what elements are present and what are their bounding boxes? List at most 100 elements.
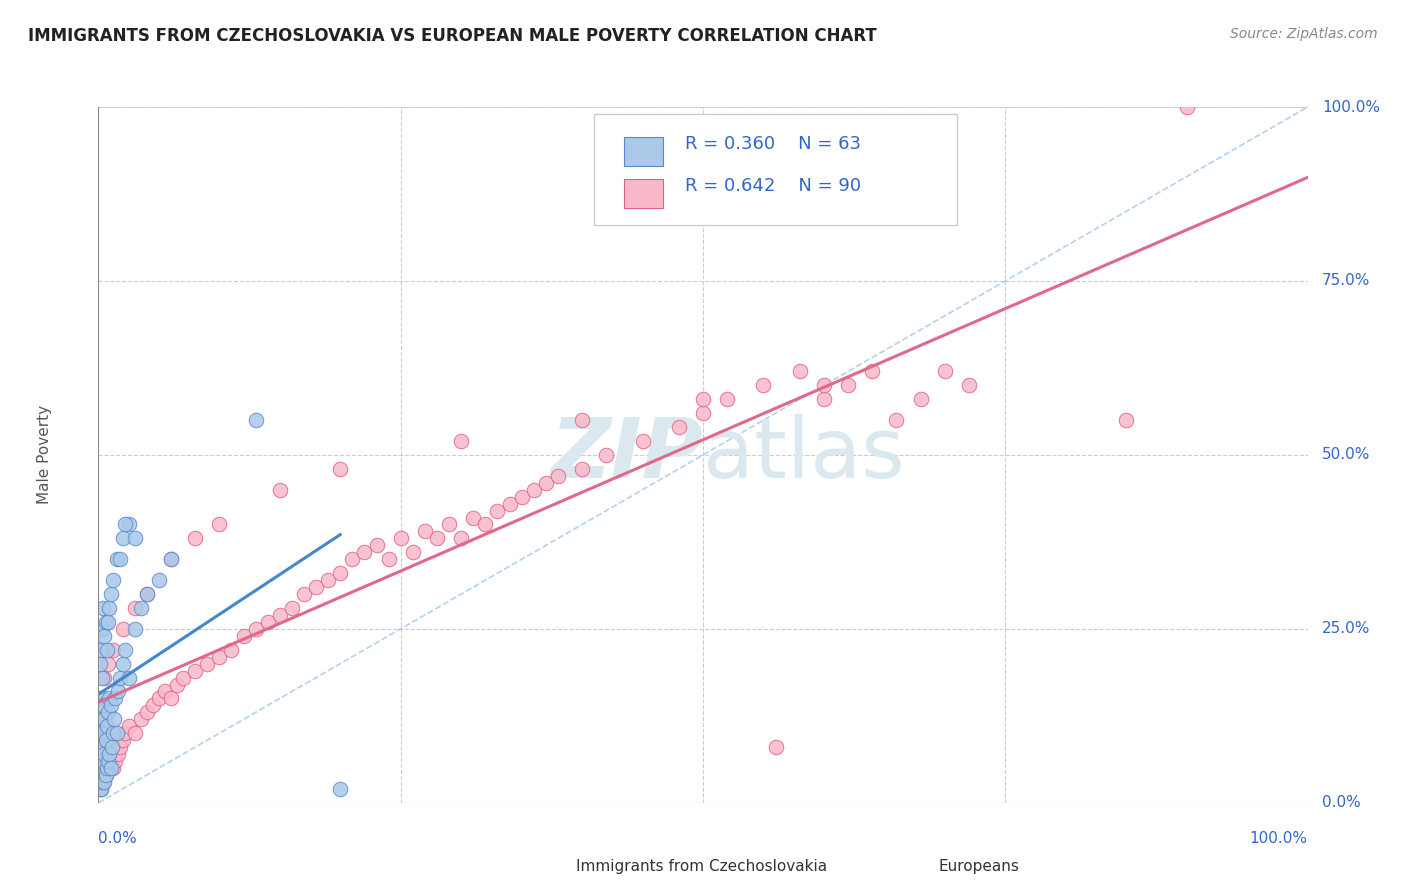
Point bbox=[523, 483, 546, 497]
Point bbox=[93, 712, 115, 726]
Point bbox=[668, 420, 690, 434]
Point bbox=[89, 768, 111, 782]
Point bbox=[118, 517, 141, 532]
Point bbox=[91, 698, 114, 713]
Point bbox=[172, 671, 194, 685]
Point bbox=[90, 712, 112, 726]
Point bbox=[377, 552, 399, 566]
Point bbox=[93, 775, 115, 789]
Point bbox=[94, 733, 117, 747]
Point bbox=[93, 629, 115, 643]
Point bbox=[860, 364, 883, 378]
Point bbox=[100, 698, 122, 713]
Point bbox=[135, 587, 157, 601]
Point bbox=[463, 510, 485, 524]
Point bbox=[316, 573, 339, 587]
Point bbox=[957, 378, 980, 392]
Point bbox=[97, 754, 120, 768]
Text: 100.0%: 100.0% bbox=[1322, 100, 1381, 114]
Point bbox=[90, 781, 112, 796]
Point bbox=[111, 657, 134, 671]
Point bbox=[97, 761, 120, 775]
Point bbox=[166, 677, 188, 691]
Point bbox=[281, 601, 304, 615]
Point bbox=[160, 552, 183, 566]
Text: Male Poverty: Male Poverty bbox=[37, 405, 52, 505]
Point bbox=[534, 475, 557, 490]
Point bbox=[498, 497, 520, 511]
Point bbox=[547, 468, 569, 483]
Point bbox=[208, 649, 231, 664]
Point bbox=[118, 719, 141, 733]
Point bbox=[148, 573, 170, 587]
Point bbox=[124, 601, 146, 615]
Point bbox=[107, 747, 129, 761]
Text: 0.0%: 0.0% bbox=[98, 830, 138, 846]
Point bbox=[89, 754, 111, 768]
Point bbox=[101, 573, 124, 587]
Point bbox=[108, 671, 131, 685]
Point bbox=[94, 615, 117, 629]
Point bbox=[752, 378, 775, 392]
Point bbox=[98, 747, 121, 761]
Point bbox=[114, 642, 136, 657]
Point bbox=[716, 392, 738, 407]
Point bbox=[94, 768, 117, 782]
Point bbox=[91, 775, 114, 789]
Point bbox=[245, 622, 267, 636]
Point bbox=[96, 642, 118, 657]
Point bbox=[98, 691, 121, 706]
Point bbox=[148, 691, 170, 706]
Point bbox=[413, 524, 436, 539]
Point bbox=[571, 462, 593, 476]
Point bbox=[1175, 100, 1198, 114]
Point bbox=[97, 615, 120, 629]
Point bbox=[910, 392, 932, 407]
Point bbox=[107, 684, 129, 698]
Point bbox=[91, 775, 114, 789]
Point bbox=[437, 517, 460, 532]
Point bbox=[450, 434, 472, 448]
Point bbox=[90, 642, 112, 657]
Point bbox=[269, 483, 291, 497]
Text: R = 0.360    N = 63: R = 0.360 N = 63 bbox=[685, 135, 860, 153]
Text: 75.0%: 75.0% bbox=[1322, 274, 1371, 288]
Text: IMMIGRANTS FROM CZECHOSLOVAKIA VS EUROPEAN MALE POVERTY CORRELATION CHART: IMMIGRANTS FROM CZECHOSLOVAKIA VS EUROPE… bbox=[28, 27, 877, 45]
Point bbox=[101, 761, 124, 775]
Point bbox=[100, 740, 122, 755]
Point bbox=[111, 622, 134, 636]
Point bbox=[91, 768, 114, 782]
Point bbox=[100, 761, 122, 775]
Point bbox=[208, 517, 231, 532]
Point bbox=[90, 781, 112, 796]
Point bbox=[91, 754, 114, 768]
Text: 25.0%: 25.0% bbox=[1322, 622, 1371, 636]
Text: 0.0%: 0.0% bbox=[1322, 796, 1361, 810]
Text: 100.0%: 100.0% bbox=[1250, 830, 1308, 846]
Point bbox=[118, 671, 141, 685]
Point bbox=[101, 642, 124, 657]
Point bbox=[91, 622, 114, 636]
Point bbox=[789, 364, 811, 378]
Point bbox=[142, 698, 165, 713]
Point bbox=[135, 587, 157, 601]
Point bbox=[97, 657, 120, 671]
Point bbox=[97, 706, 120, 720]
Point bbox=[111, 532, 134, 546]
Point bbox=[98, 747, 121, 761]
Point bbox=[94, 768, 117, 782]
FancyBboxPatch shape bbox=[522, 855, 558, 878]
Point bbox=[389, 532, 412, 546]
Point bbox=[93, 671, 115, 685]
Point bbox=[510, 490, 533, 504]
Point bbox=[135, 706, 157, 720]
Point bbox=[221, 642, 243, 657]
Text: Europeans: Europeans bbox=[939, 859, 1019, 874]
Point bbox=[105, 552, 128, 566]
Point bbox=[765, 740, 787, 755]
Point bbox=[108, 552, 131, 566]
Point bbox=[813, 378, 835, 392]
Point bbox=[104, 691, 127, 706]
Point bbox=[292, 587, 315, 601]
Point bbox=[1115, 413, 1137, 427]
